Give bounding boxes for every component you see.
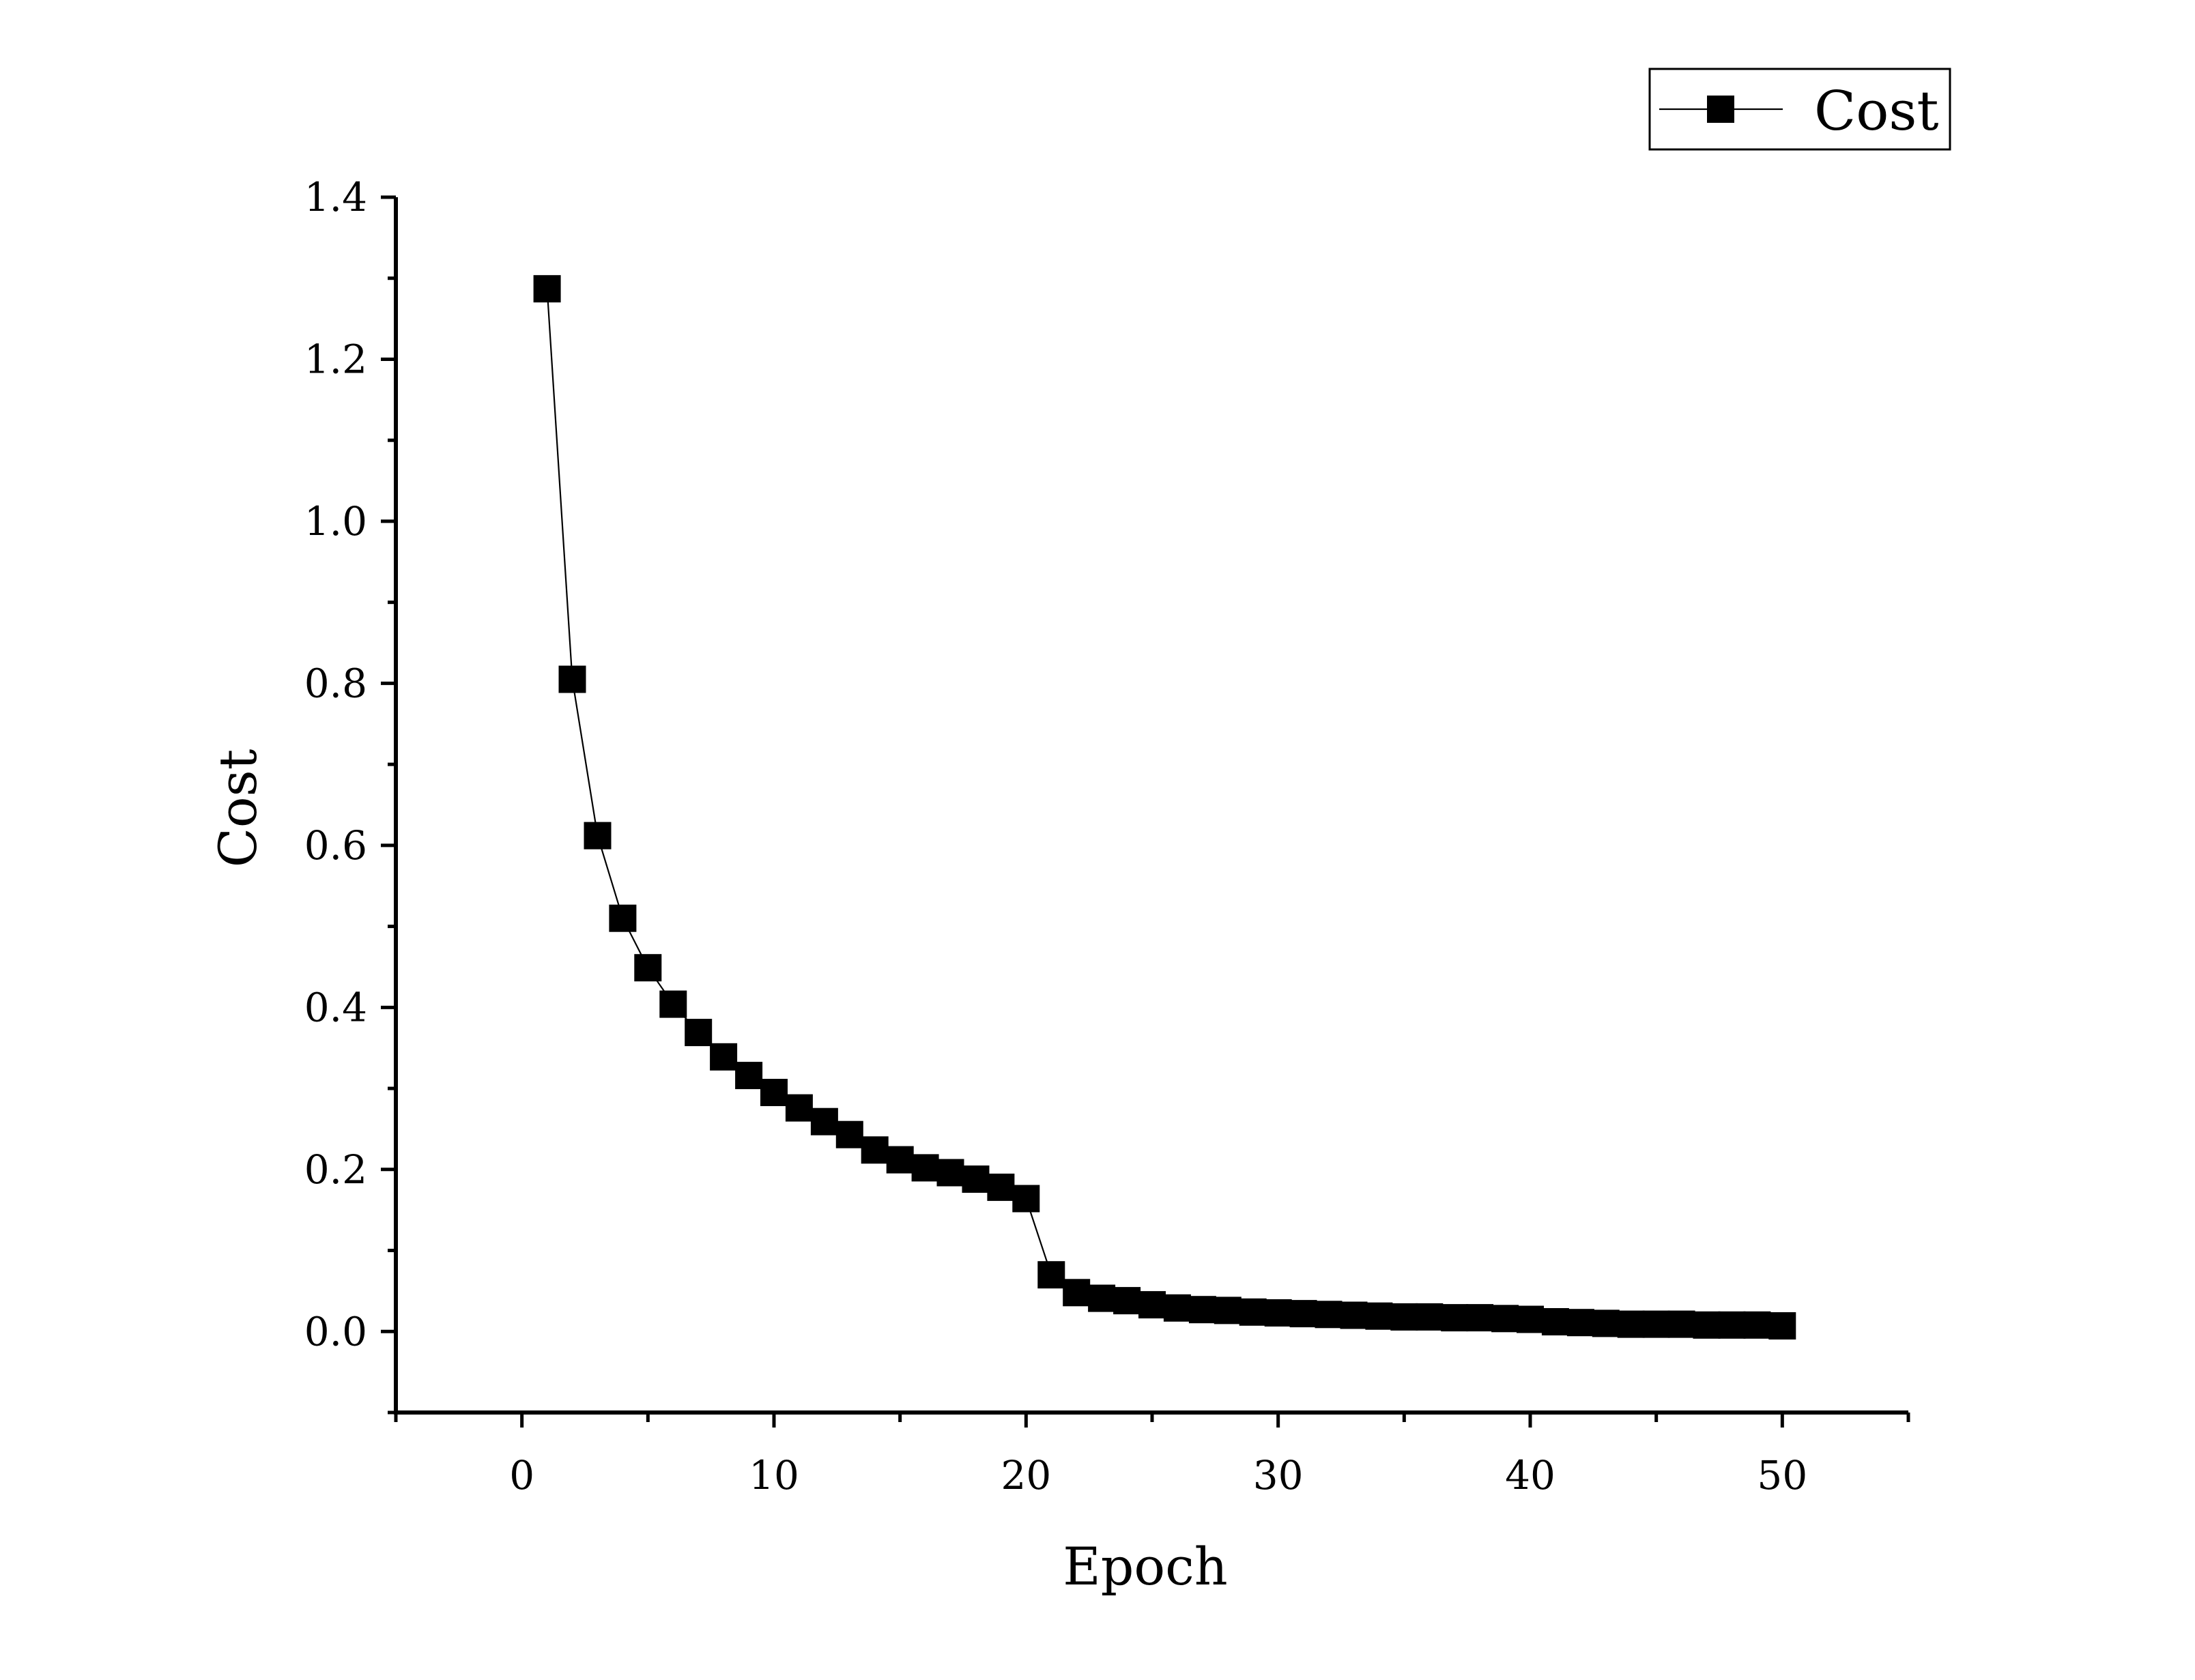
data-point-marker <box>1037 1261 1065 1289</box>
data-point-marker <box>861 1136 889 1164</box>
x-tick-label: 20 <box>1001 1452 1051 1498</box>
x-tick-label: 40 <box>1505 1452 1555 1498</box>
data-point-marker <box>1416 1303 1444 1331</box>
data-point-marker <box>710 1043 738 1071</box>
data-point-marker <box>1063 1279 1091 1307</box>
data-point-marker <box>609 904 637 932</box>
x-tick-label: 0 <box>509 1452 534 1498</box>
data-point-marker <box>1667 1310 1695 1338</box>
x-tick-label: 30 <box>1253 1452 1304 1498</box>
data-point-marker <box>1491 1305 1519 1333</box>
data-point-marker <box>1566 1309 1594 1337</box>
data-point-marker <box>1012 1185 1040 1213</box>
data-point-marker <box>1743 1311 1771 1339</box>
data-point-marker <box>1340 1301 1368 1329</box>
data-point-marker <box>1390 1303 1418 1331</box>
y-tick-label: 0.8 <box>304 660 367 706</box>
data-point-marker <box>1617 1310 1645 1338</box>
data-point-marker <box>1466 1304 1494 1332</box>
series-markers-cost <box>533 275 1796 1339</box>
data-point-marker <box>584 822 612 850</box>
y-axis-title: Cost <box>207 749 268 867</box>
data-point-marker <box>936 1159 964 1187</box>
data-point-marker <box>1541 1308 1569 1335</box>
series-line-cost <box>546 289 1783 1327</box>
y-tick-label: 0.6 <box>304 822 367 869</box>
data-point-marker <box>1264 1299 1292 1327</box>
data-point-marker <box>1517 1305 1544 1333</box>
data-point-marker <box>1365 1302 1393 1330</box>
y-tick-label: 0.2 <box>304 1146 367 1193</box>
x-tick-label: 50 <box>1757 1452 1807 1498</box>
data-point-marker <box>735 1062 763 1090</box>
y-tick-label: 1.4 <box>304 174 367 220</box>
data-point-marker <box>1315 1301 1343 1329</box>
y-tick-label: 1.0 <box>304 498 367 545</box>
data-point-marker <box>1138 1291 1166 1319</box>
data-point-marker <box>1088 1284 1116 1312</box>
data-point-marker <box>634 954 662 982</box>
data-point-marker <box>1163 1294 1191 1322</box>
data-point-marker <box>1642 1310 1670 1338</box>
data-point-marker <box>962 1165 990 1193</box>
data-point-marker <box>1188 1296 1216 1324</box>
data-point-marker <box>886 1146 914 1174</box>
y-tick-label: 0.4 <box>304 984 367 1030</box>
y-tick-label: 0.0 <box>304 1308 367 1355</box>
data-point-marker <box>1113 1287 1141 1315</box>
y-axis-ticks: 0.0 0.2 0.4 0.6 0.8 1.0 1.2 1.4 <box>304 174 396 1415</box>
legend: Cost <box>1648 68 1951 151</box>
data-point-marker <box>1289 1300 1317 1328</box>
data-point-marker <box>810 1107 838 1135</box>
data-point-marker <box>760 1079 788 1106</box>
data-point-marker <box>1214 1297 1242 1324</box>
data-point-marker <box>987 1173 1015 1201</box>
legend-label-cost: Cost <box>1814 79 1939 143</box>
data-point-marker <box>1592 1309 1620 1337</box>
y-tick-label: 1.2 <box>304 336 367 382</box>
data-point-marker <box>785 1094 813 1122</box>
x-tick-label: 10 <box>749 1452 799 1498</box>
data-point-marker <box>911 1154 939 1182</box>
data-point-marker <box>1718 1311 1746 1339</box>
data-point-marker <box>533 275 561 303</box>
x-axis-ticks: 0 10 20 30 40 50 <box>394 1413 1910 1498</box>
data-point-marker <box>1239 1298 1267 1326</box>
data-point-marker <box>685 1019 713 1047</box>
x-axis-title: Epoch <box>1063 1536 1227 1597</box>
data-point-marker <box>1768 1312 1796 1339</box>
data-point-marker <box>558 665 586 693</box>
data-point-marker <box>1693 1311 1721 1339</box>
data-point-marker <box>659 990 687 1018</box>
data-point-marker <box>1441 1304 1469 1332</box>
data-point-marker <box>835 1120 863 1148</box>
legend-marker-square <box>1707 96 1734 123</box>
